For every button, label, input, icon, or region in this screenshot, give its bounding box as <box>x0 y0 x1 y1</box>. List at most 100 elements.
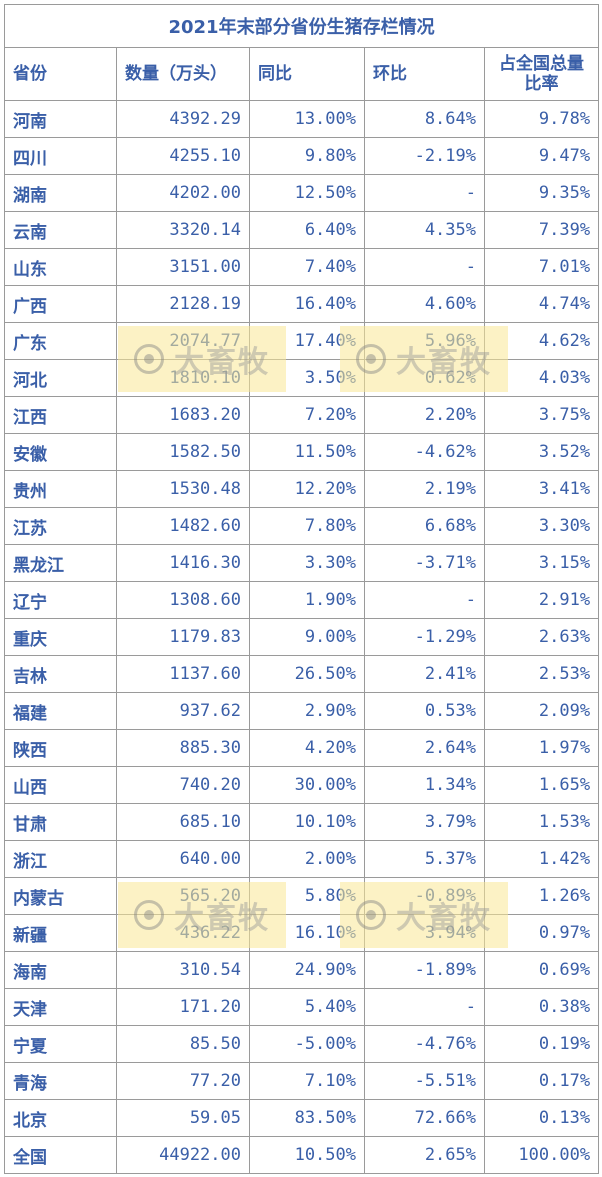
cell-yoy: 6.40% <box>249 211 365 249</box>
cell-province: 黑龙江 <box>4 544 117 582</box>
cell-mom: -1.89% <box>364 951 485 989</box>
cell-share: 3.30% <box>483 507 600 545</box>
cell-mom: 2.41% <box>364 655 485 693</box>
cell-province: 陕西 <box>4 729 117 767</box>
table-row: 青海 77.20 7.10% -5.51% 0.17% <box>4 1062 600 1100</box>
cell-mom: -3.71% <box>364 544 485 582</box>
cell-quantity: 4255.10 <box>116 137 250 175</box>
header-mom: 环比 <box>364 47 485 101</box>
table-row: 贵州 1530.48 12.20% 2.19% 3.41% <box>4 470 600 508</box>
cell-mom: 4.60% <box>364 285 485 323</box>
cell-province: 全国 <box>4 1136 117 1174</box>
cell-share: 9.78% <box>483 100 600 138</box>
cell-share: 0.13% <box>483 1099 600 1137</box>
cell-mom: 2.64% <box>364 729 485 767</box>
table-row: 安徽 1582.50 11.50% -4.62% 3.52% <box>4 433 600 471</box>
table-row: 吉林 1137.60 26.50% 2.41% 2.53% <box>4 655 600 693</box>
cell-mom: 4.35% <box>364 211 485 249</box>
cell-yoy: 9.80% <box>249 137 365 175</box>
table-row: 河南 4392.29 13.00% 8.64% 9.78% <box>4 100 600 138</box>
cell-province: 河北 <box>4 359 117 397</box>
cell-province: 山西 <box>4 766 117 804</box>
cell-province: 宁夏 <box>4 1025 117 1063</box>
cell-mom: -5.51% <box>364 1062 485 1100</box>
cell-share: 0.69% <box>483 951 600 989</box>
cell-quantity: 1416.30 <box>116 544 250 582</box>
cell-quantity: 4202.00 <box>116 174 250 212</box>
cell-share: 0.38% <box>483 988 600 1026</box>
cell-quantity: 59.05 <box>116 1099 250 1137</box>
cell-province: 江苏 <box>4 507 117 545</box>
cell-quantity: 885.30 <box>116 729 250 767</box>
header-yoy: 同比 <box>249 47 365 101</box>
cell-yoy: 7.20% <box>249 396 365 434</box>
cell-quantity: 436.22 <box>116 914 250 952</box>
cell-quantity: 3151.00 <box>116 248 250 286</box>
cell-mom: - <box>364 988 485 1026</box>
cell-yoy: 13.00% <box>249 100 365 138</box>
cell-share: 2.91% <box>483 581 600 619</box>
table-row: 广东 2074.77 17.40% 5.96% 4.62% <box>4 322 600 360</box>
cell-mom: -0.89% <box>364 877 485 915</box>
cell-quantity: 1810.10 <box>116 359 250 397</box>
cell-mom: - <box>364 174 485 212</box>
cell-mom: 2.19% <box>364 470 485 508</box>
cell-province: 贵州 <box>4 470 117 508</box>
cell-province: 湖南 <box>4 174 117 212</box>
cell-province: 青海 <box>4 1062 117 1100</box>
table-row: 全国 44922.00 10.50% 2.65% 100.00% <box>4 1136 600 1174</box>
cell-yoy: 7.10% <box>249 1062 365 1100</box>
cell-province: 山东 <box>4 248 117 286</box>
cell-share: 2.63% <box>483 618 600 656</box>
table-row: 广西 2128.19 16.40% 4.60% 4.74% <box>4 285 600 323</box>
cell-province: 北京 <box>4 1099 117 1137</box>
cell-province: 江西 <box>4 396 117 434</box>
cell-yoy: 24.90% <box>249 951 365 989</box>
cell-province: 新疆 <box>4 914 117 952</box>
cell-quantity: 1482.60 <box>116 507 250 545</box>
cell-mom: 72.66% <box>364 1099 485 1137</box>
cell-share: 3.15% <box>483 544 600 582</box>
cell-quantity: 310.54 <box>116 951 250 989</box>
cell-yoy: 7.40% <box>249 248 365 286</box>
cell-quantity: 1179.83 <box>116 618 250 656</box>
table-row: 四川 4255.10 9.80% -2.19% 9.47% <box>4 137 600 175</box>
cell-yoy: 17.40% <box>249 322 365 360</box>
cell-yoy: 83.50% <box>249 1099 365 1137</box>
cell-yoy: 9.00% <box>249 618 365 656</box>
table-row: 辽宁 1308.60 1.90% -2.91% <box>4 581 600 619</box>
cell-province: 天津 <box>4 988 117 1026</box>
cell-quantity: 2074.77 <box>116 322 250 360</box>
cell-mom: 6.68% <box>364 507 485 545</box>
header-share: 占全国总量比率 <box>483 47 600 101</box>
cell-share: 4.74% <box>483 285 600 323</box>
cell-share: 0.19% <box>483 1025 600 1063</box>
cell-share: 4.03% <box>483 359 600 397</box>
cell-mom: - <box>364 248 485 286</box>
cell-yoy: 1.90% <box>249 581 365 619</box>
cell-share: 7.01% <box>483 248 600 286</box>
cell-province: 内蒙古 <box>4 877 117 915</box>
cell-yoy: 10.10% <box>249 803 365 841</box>
table-row: 海南 310.54 24.90% -1.89% 0.69% <box>4 951 600 989</box>
table-title: 2021年末部分省份生猪存栏情况 <box>3 4 600 48</box>
header-quantity: 数量（万头） <box>116 47 250 101</box>
cell-share: 1.97% <box>483 729 600 767</box>
cell-province: 广西 <box>4 285 117 323</box>
cell-mom: 0.62% <box>364 359 485 397</box>
cell-share: 9.47% <box>483 137 600 175</box>
cell-quantity: 1308.60 <box>116 581 250 619</box>
cell-province: 重庆 <box>4 618 117 656</box>
cell-quantity: 1137.60 <box>116 655 250 693</box>
table-body: 河南 4392.29 13.00% 8.64% 9.78% 四川 4255.10 9.80% -… <box>4 100 600 1174</box>
cell-mom: 5.37% <box>364 840 485 878</box>
pig-inventory-table: 2021年末部分省份生猪存栏情况 省份 数量（万头） 同比 环比 占全国总量比率… <box>3 4 600 1174</box>
table-row: 山东 3151.00 7.40% -7.01% <box>4 248 600 286</box>
table-row: 黑龙江 1416.30 3.30% -3.71% 3.15% <box>4 544 600 582</box>
cell-mom: - <box>364 581 485 619</box>
cell-share: 2.53% <box>483 655 600 693</box>
cell-quantity: 171.20 <box>116 988 250 1026</box>
cell-quantity: 3320.14 <box>116 211 250 249</box>
cell-yoy: 3.50% <box>249 359 365 397</box>
cell-province: 河南 <box>4 100 117 138</box>
